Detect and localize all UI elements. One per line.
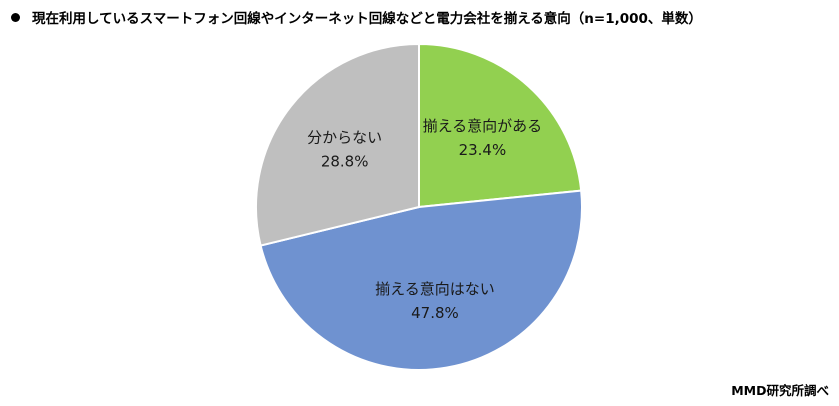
- slice-value-label: 47.8%: [411, 304, 459, 322]
- slice-value-label: 28.8%: [321, 153, 369, 171]
- slice-category-label: 揃える意向がある: [423, 117, 543, 135]
- chart-title-row: 現在利用しているスマートフォン回線やインターネット回線などと電力会社を揃える意向…: [11, 7, 702, 27]
- pie-slice-yes: [418, 42, 583, 209]
- pie-slice-no: [259, 189, 583, 371]
- pie-labels: 揃える意向がある 23.4% 揃える意向はない 47.8% 分からない 28.8%: [307, 117, 542, 322]
- pie-slices: [255, 42, 583, 371]
- chart-title: 現在利用しているスマートフォン回線やインターネット回線などと電力会社を揃える意向…: [32, 11, 702, 27]
- slice-value-label: 23.4%: [459, 141, 507, 159]
- bullet-icon: [11, 12, 20, 22]
- slice-category-label: 分からない: [307, 129, 382, 147]
- slice-category-label: 揃える意向はない: [375, 280, 495, 298]
- source-note: MMD研究所調べ: [731, 383, 829, 398]
- pie-slice-unknown: [255, 42, 420, 247]
